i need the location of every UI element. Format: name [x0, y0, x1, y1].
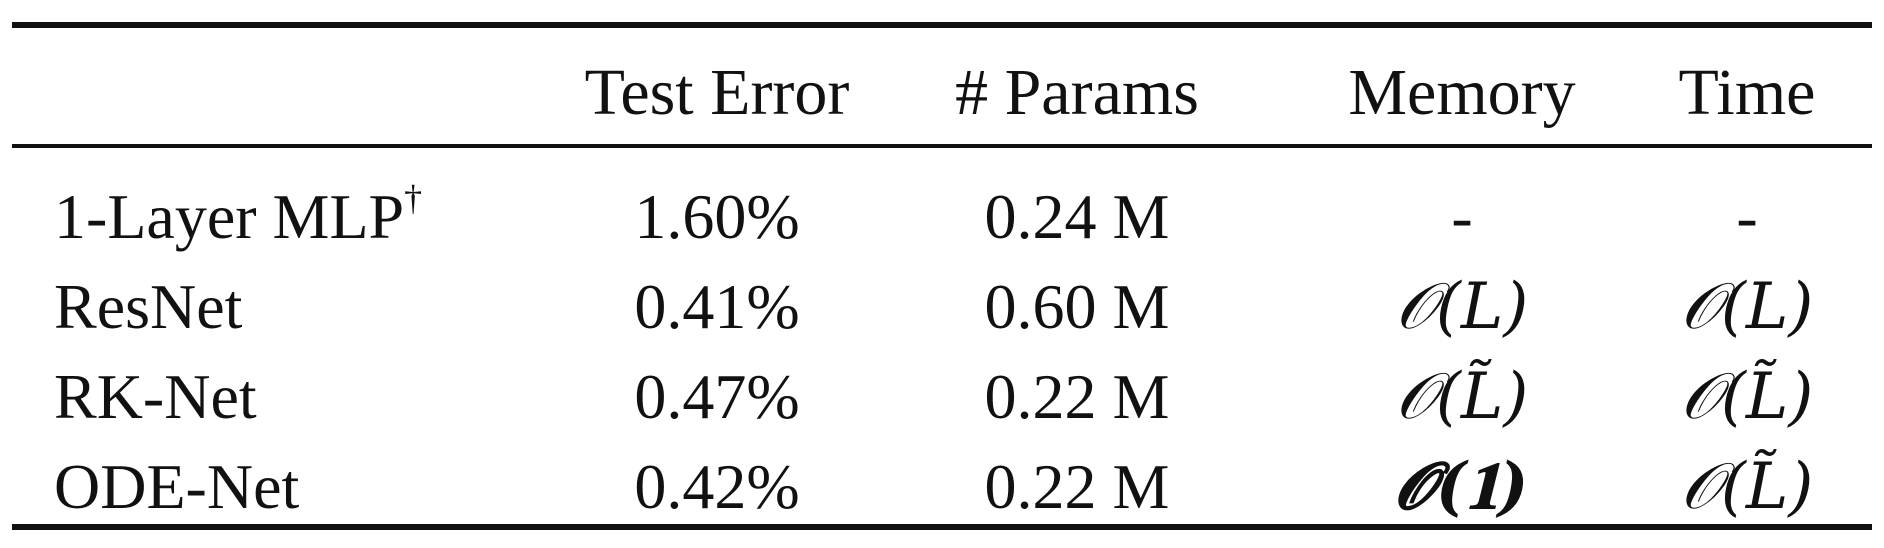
- memory-complexity: 𝒪(L): [1395, 270, 1529, 344]
- model-name: ResNet: [54, 271, 243, 342]
- time-complexity: 𝒪(L): [1680, 270, 1814, 344]
- table-row: ResNet 0.41% 0.60 M 𝒪(L) 𝒪(L): [12, 262, 1872, 352]
- params-value: 0.22 M: [984, 451, 1170, 522]
- params-value: 0.24 M: [984, 181, 1170, 252]
- time-complexity: 𝒪(L̃): [1680, 450, 1814, 524]
- row-model-label: 1-Layer MLP†: [54, 172, 524, 262]
- header-memory: Memory: [1348, 56, 1576, 129]
- memory-value: -: [1451, 181, 1473, 252]
- table-row: 1-Layer MLP† 1.60% 0.24 M - -: [12, 172, 1872, 262]
- test-error-value: 0.41%: [634, 271, 800, 342]
- dagger-footnote-mark: †: [404, 178, 423, 218]
- time-value: -: [1736, 181, 1758, 252]
- header-model: [54, 48, 524, 138]
- model-name: RK-Net: [54, 361, 257, 432]
- model-name: ODE-Net: [54, 451, 300, 522]
- top-rule: [12, 22, 1872, 28]
- header-params: # Params: [955, 56, 1199, 129]
- table-header: Test Error # Params Memory Time: [12, 48, 1872, 138]
- test-error-value: 1.60%: [634, 181, 800, 252]
- table-row: RK-Net 0.47% 0.22 M 𝒪(L̃) 𝒪(L̃): [12, 352, 1872, 442]
- test-error-value: 0.47%: [634, 361, 800, 432]
- params-value: 0.60 M: [984, 271, 1170, 342]
- memory-complexity-bold: 𝓞(𝟏): [1395, 449, 1529, 524]
- memory-complexity: 𝒪(L̃): [1395, 360, 1529, 434]
- header-rule: [12, 144, 1872, 148]
- params-value: 0.22 M: [984, 361, 1170, 432]
- time-complexity: 𝒪(L̃): [1680, 360, 1814, 434]
- test-error-value: 0.42%: [634, 451, 800, 522]
- model-name: 1-Layer MLP: [54, 181, 405, 252]
- bottom-rule: [12, 524, 1872, 530]
- table-row: ODE-Net 0.42% 0.22 M 𝓞(𝟏) 𝒪(L̃): [12, 442, 1872, 532]
- header-time: Time: [1678, 56, 1816, 129]
- header-test-error: Test Error: [584, 56, 850, 129]
